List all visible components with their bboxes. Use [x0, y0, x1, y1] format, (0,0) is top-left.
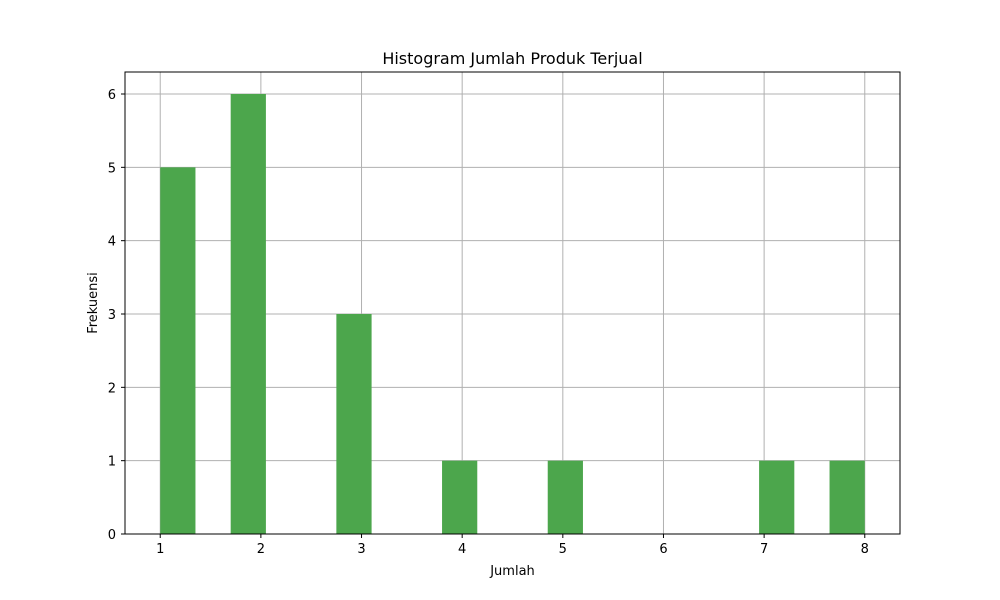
- x-tick-label: 8: [861, 542, 869, 557]
- axes-frame: [124, 71, 901, 535]
- x-tick-label: 7: [760, 542, 768, 557]
- histogram-bar-5: [547, 460, 583, 534]
- y-tick-label: 1: [108, 455, 116, 470]
- chart-title: Histogram Jumlah Produk Terjual: [382, 49, 642, 68]
- y-tick-label: 2: [108, 381, 116, 396]
- ticks: 1 2 3 4 5 6 7 8 0 1 2 3 4 5 6: [108, 88, 869, 557]
- histogram-bar-2: [230, 94, 266, 534]
- y-tick-label: 4: [108, 235, 116, 250]
- histogram-bar-3: [336, 314, 372, 534]
- x-axis-label: Jumlah: [489, 564, 535, 579]
- bars: [160, 94, 865, 535]
- histogram-bar-4: [442, 460, 478, 534]
- x-tick-label: 5: [559, 542, 567, 557]
- x-tick-label: 3: [357, 542, 365, 557]
- y-tick-label: 5: [108, 161, 116, 176]
- y-tick-label: 3: [108, 308, 116, 323]
- x-tick-label: 6: [659, 542, 667, 557]
- y-axis-label: Frekuensi: [86, 272, 101, 334]
- x-tick-label: 1: [156, 542, 164, 557]
- y-tick-label: 6: [108, 88, 116, 103]
- histogram-bar-6: [759, 460, 795, 534]
- histogram-bar-1: [160, 167, 196, 535]
- y-tick-label: 0: [108, 528, 116, 543]
- x-tick-label: 2: [257, 542, 265, 557]
- histogram-bar-7: [829, 460, 865, 534]
- x-tick-label: 4: [458, 542, 466, 557]
